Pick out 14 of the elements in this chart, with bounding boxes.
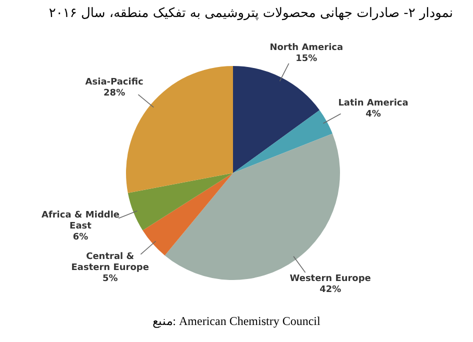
data-label: 15% — [296, 54, 318, 64]
slice-label: Latin America — [338, 98, 408, 108]
data-label: 28% — [104, 88, 126, 98]
data-label: 5% — [102, 274, 118, 284]
data-label: 4% — [366, 109, 381, 120]
data-label: 6% — [72, 232, 88, 243]
slice-label: Asia-Pacific — [85, 77, 144, 88]
text: منبع: American Chemistry Council — [152, 314, 322, 329]
chart-title: نمودار ۲- صادرات جهانی محصولات پتروشیمی به تفکیک منطقه، سال ۲۰۱۶ — [48, 5, 454, 23]
slice-label: Central & Eastern Europe — [71, 252, 149, 274]
data-label: 42% — [320, 285, 342, 296]
slice-label: Africa & Middle East — [41, 210, 120, 232]
slice-label: North America — [270, 42, 344, 53]
slice-label: Western Europe — [290, 274, 371, 284]
